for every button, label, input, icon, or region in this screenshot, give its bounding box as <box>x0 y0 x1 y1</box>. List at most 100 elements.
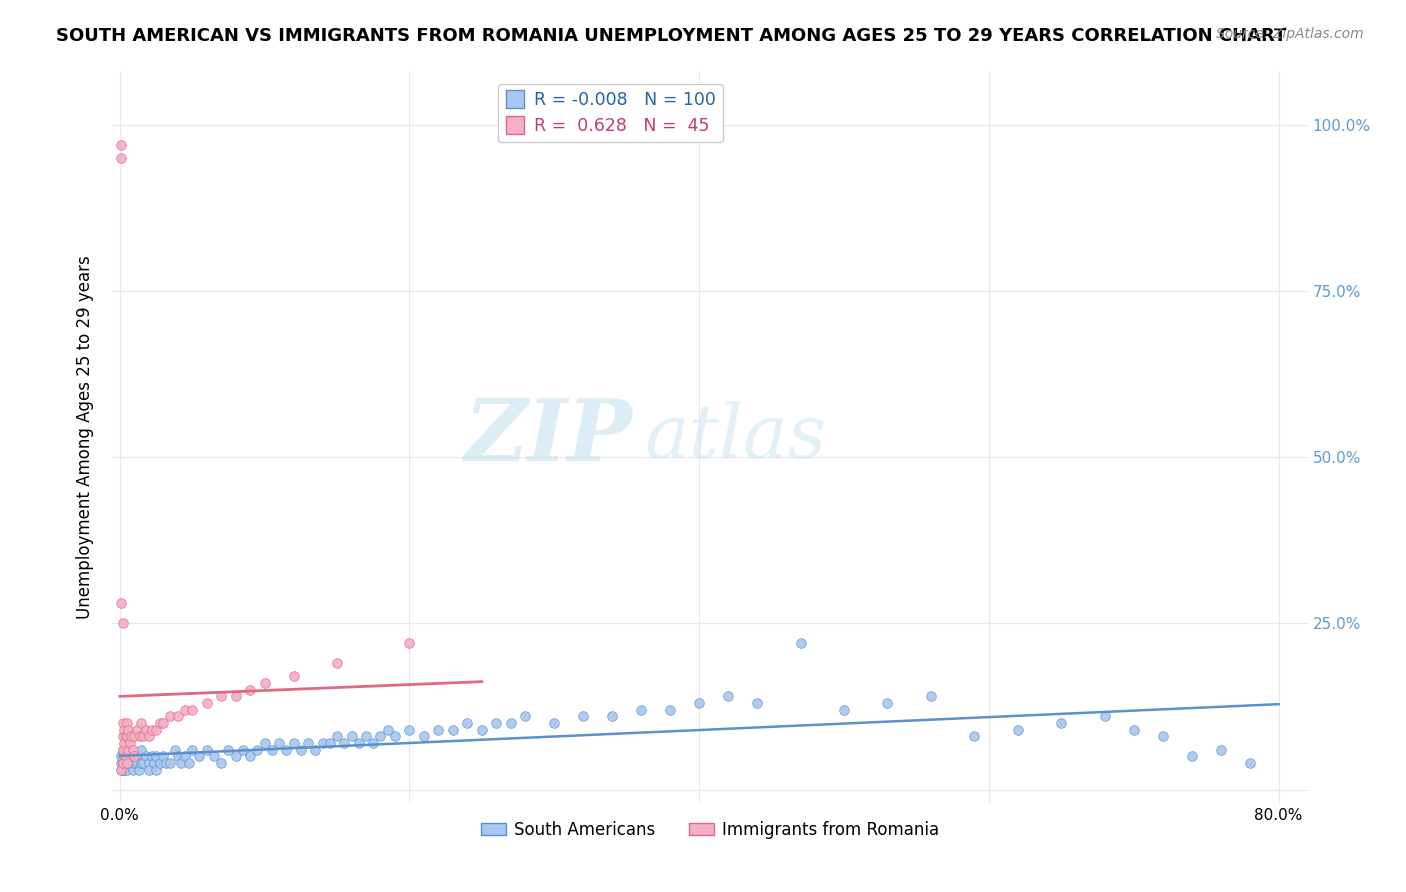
Text: ZIP: ZIP <box>464 395 633 479</box>
Point <box>143 756 166 770</box>
Point <box>377 723 399 737</box>
Point <box>129 749 152 764</box>
Text: atlas: atlas <box>644 401 827 474</box>
Point <box>111 729 134 743</box>
Point <box>283 736 305 750</box>
Point <box>485 716 508 731</box>
Point <box>319 736 342 750</box>
Point <box>110 749 132 764</box>
Point <box>963 729 986 743</box>
Point <box>159 709 181 723</box>
Point <box>232 742 254 756</box>
Point <box>132 756 155 770</box>
Point <box>127 723 149 737</box>
Point <box>370 729 392 743</box>
Point <box>471 723 494 737</box>
Point <box>1050 716 1073 731</box>
Point <box>340 729 363 743</box>
Point <box>152 716 174 731</box>
Point <box>112 736 135 750</box>
Point <box>276 742 298 756</box>
Point <box>174 703 197 717</box>
Point <box>135 749 157 764</box>
Point <box>239 749 262 764</box>
Point <box>112 723 135 737</box>
Point <box>188 749 211 764</box>
Point <box>115 763 138 777</box>
Point <box>114 756 136 770</box>
Point <box>1122 723 1144 737</box>
Point <box>166 749 188 764</box>
Point <box>413 729 436 743</box>
Point <box>135 723 157 737</box>
Point <box>118 736 141 750</box>
Point <box>122 756 145 770</box>
Point <box>311 736 333 750</box>
Point <box>132 729 155 743</box>
Point <box>117 756 139 770</box>
Point <box>115 716 138 731</box>
Point <box>202 749 225 764</box>
Point <box>398 723 420 737</box>
Point <box>347 736 370 750</box>
Point <box>117 742 139 756</box>
Point <box>789 636 811 650</box>
Point <box>1239 756 1261 770</box>
Point <box>122 749 145 764</box>
Point <box>427 723 450 737</box>
Point <box>128 763 150 777</box>
Point <box>239 682 262 697</box>
Point <box>111 716 134 731</box>
Point <box>209 756 232 770</box>
Point <box>225 690 247 704</box>
Point <box>169 756 191 770</box>
Point <box>630 703 652 717</box>
Point <box>155 756 177 770</box>
Point <box>543 716 565 731</box>
Point <box>117 723 139 737</box>
Point <box>111 763 134 777</box>
Point <box>354 729 377 743</box>
Point <box>217 742 239 756</box>
Point <box>174 749 197 764</box>
Point <box>114 729 136 743</box>
Point <box>1152 729 1174 743</box>
Point <box>209 690 232 704</box>
Point <box>159 756 181 770</box>
Point <box>121 763 143 777</box>
Point <box>688 696 710 710</box>
Point <box>110 596 132 610</box>
Point <box>129 729 152 743</box>
Point <box>441 723 464 737</box>
Point <box>115 729 138 743</box>
Point <box>1007 723 1029 737</box>
Point <box>499 716 522 731</box>
Point <box>717 690 740 704</box>
Point <box>138 763 160 777</box>
Point <box>832 703 855 717</box>
Point <box>920 690 942 704</box>
Point <box>131 716 153 731</box>
Point <box>141 723 163 737</box>
Point <box>398 636 420 650</box>
Point <box>166 709 188 723</box>
Point <box>253 736 276 750</box>
Point <box>111 756 134 770</box>
Point <box>111 742 134 756</box>
Point <box>114 749 136 764</box>
Point <box>1181 749 1204 764</box>
Legend: South Americans, Immigrants from Romania: South Americans, Immigrants from Romania <box>474 814 946 846</box>
Point <box>122 749 145 764</box>
Point <box>138 756 160 770</box>
Point <box>127 756 149 770</box>
Point <box>149 756 172 770</box>
Point <box>141 749 163 764</box>
Point <box>163 742 186 756</box>
Point <box>138 729 160 743</box>
Point <box>297 736 319 750</box>
Point <box>225 749 247 764</box>
Point <box>111 616 134 631</box>
Point <box>112 756 135 770</box>
Point <box>326 729 349 743</box>
Y-axis label: Unemployment Among Ages 25 to 29 years: Unemployment Among Ages 25 to 29 years <box>76 255 94 619</box>
